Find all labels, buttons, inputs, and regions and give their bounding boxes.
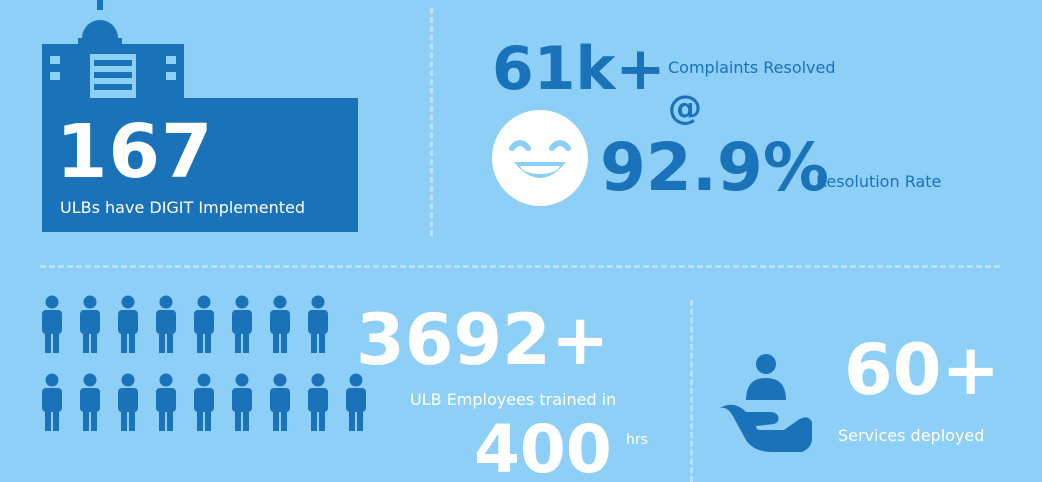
ulbs-caption: ULBs have DIGIT Implemented (60, 198, 305, 217)
services-count: 60+ (844, 329, 1001, 411)
training-hours-unit: hrs (626, 432, 648, 448)
divider-vertical-bottom (690, 300, 693, 482)
divider-horizontal (40, 265, 1000, 268)
smiley-face-icon (492, 110, 588, 206)
training-hours: 400 (474, 411, 612, 482)
resolution-rate: 92.9% (600, 129, 829, 206)
complaints-count: 61k+ (492, 34, 666, 104)
resolution-rate-label: Resolution Rate (816, 172, 942, 191)
people-group-icon (42, 295, 366, 431)
employees-label: ULB Employees trained in (410, 390, 617, 409)
divider-vertical-top (430, 8, 433, 236)
hand-with-person-icon (720, 354, 812, 452)
ulbs-card (42, 98, 358, 232)
complaints-label: Complaints Resolved (668, 58, 836, 77)
employees-count: 3692+ (356, 299, 610, 381)
government-building-icon (42, 0, 184, 104)
ulbs-count: 167 (56, 109, 214, 195)
services-label: Services deployed (838, 426, 985, 445)
at-symbol: @ (668, 88, 702, 128)
